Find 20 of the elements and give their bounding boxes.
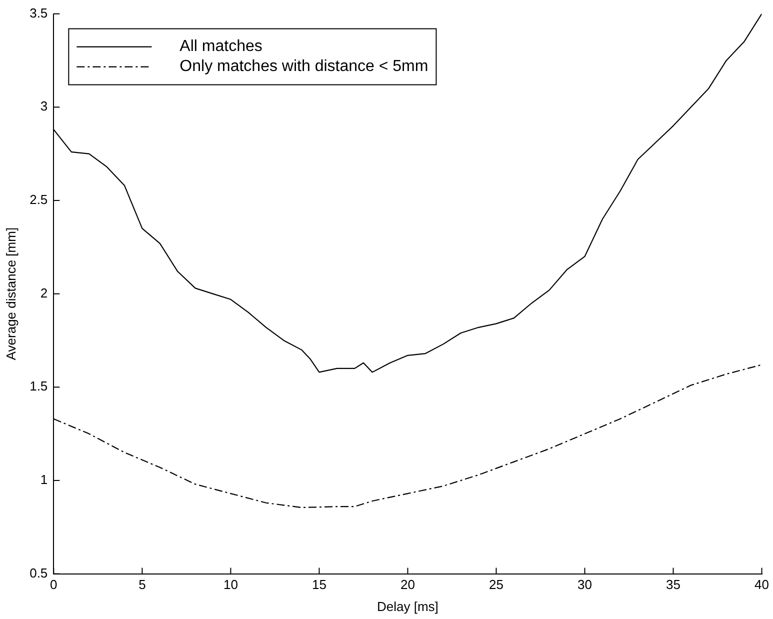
x-axis-title: Delay [ms] xyxy=(377,598,438,614)
x-tick-label: 0 xyxy=(50,577,58,592)
x-tick-label: 5 xyxy=(138,577,146,592)
legend-label: Only matches with distance < 5mm xyxy=(180,58,428,76)
x-tick-label: 35 xyxy=(666,577,680,592)
x-tick-label: 20 xyxy=(400,577,415,592)
y-tick-label: 2.5 xyxy=(30,192,48,208)
y-tick-label: 1.5 xyxy=(30,378,48,394)
y-tick-label: 1 xyxy=(40,472,48,488)
x-tick-label: 40 xyxy=(754,577,770,592)
y-axis-title: Average distance [mm] xyxy=(3,227,18,360)
x-tick-label: 10 xyxy=(223,577,238,592)
x-tick-label: 15 xyxy=(312,577,326,592)
y-tick-label: 3 xyxy=(40,98,48,114)
y-tick-label: 2 xyxy=(40,285,48,300)
x-tick-label: 25 xyxy=(489,577,504,592)
y-tick-label: 0.5 xyxy=(30,565,48,580)
legend-label: All matches xyxy=(180,38,262,56)
y-tick-label: 3.5 xyxy=(30,5,48,20)
x-tick-label: 30 xyxy=(578,577,592,592)
